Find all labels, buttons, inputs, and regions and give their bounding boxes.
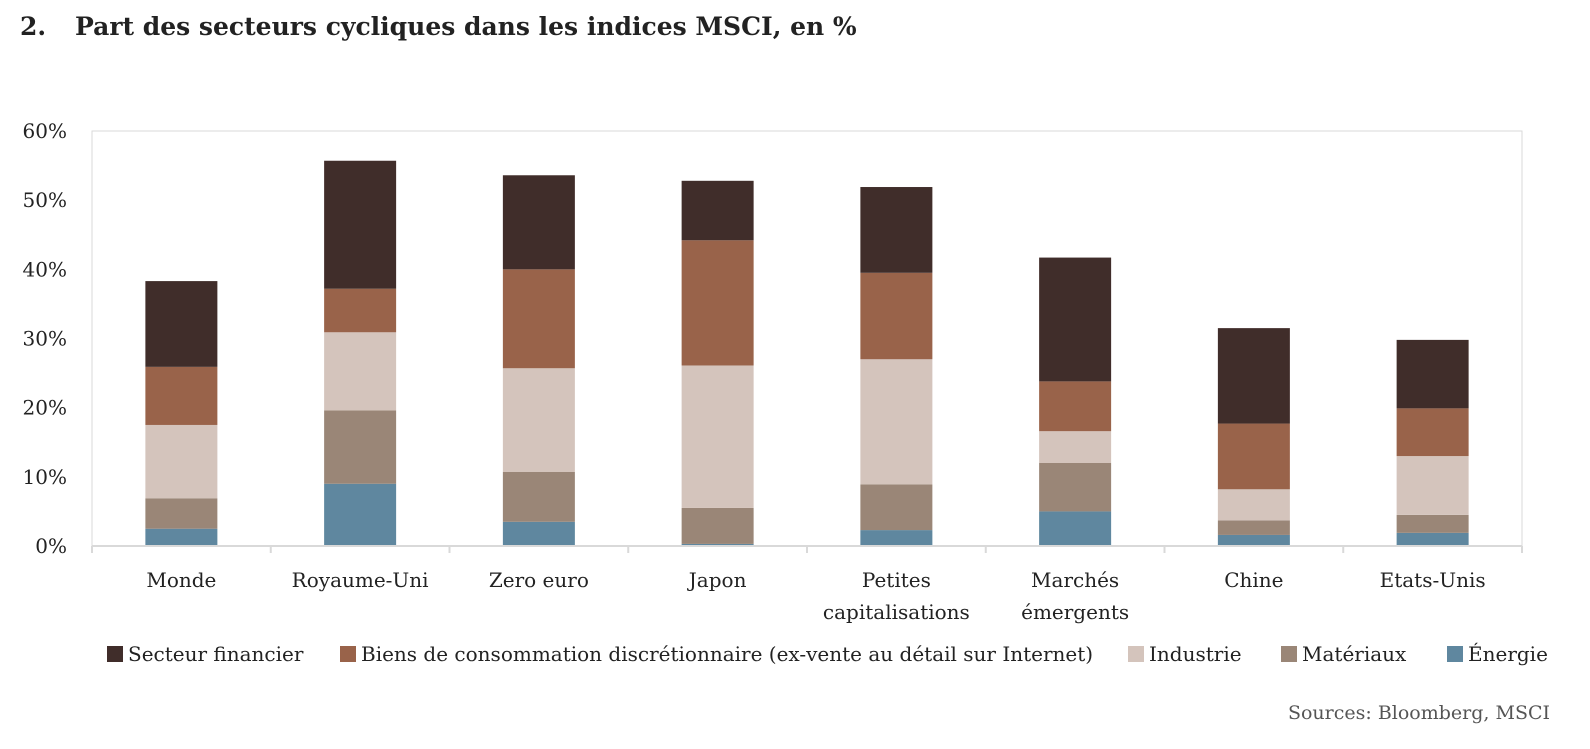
bar-segment-industrie <box>1039 431 1112 463</box>
bar-segment-secteur <box>502 175 575 270</box>
bar-segment-industrie <box>681 365 754 508</box>
legend-label: Biens de consommation discrétionnaire (e… <box>361 642 1093 666</box>
bar-segment-énergie <box>1217 534 1290 546</box>
bar-segment-biens <box>1396 408 1469 457</box>
chart-source: Sources: Bloomberg, MSCI <box>1287 702 1550 724</box>
bar-segment-énergie <box>502 521 575 546</box>
bar-segment-secteur <box>1217 328 1290 424</box>
bar-segment-énergie <box>145 528 218 546</box>
bar-segment-industrie <box>1396 456 1469 515</box>
bar-segment-biens <box>145 366 218 425</box>
y-tick-label: 0% <box>35 534 67 558</box>
y-tick-label: 10% <box>23 465 67 489</box>
x-tick-label: Chine <box>1224 568 1283 592</box>
bar-segment-matériaux <box>1396 514 1469 533</box>
bar-segment-secteur <box>1396 339 1469 409</box>
x-tick-label: Etats-Unis <box>1380 568 1486 592</box>
bar-segment-biens <box>1039 381 1112 432</box>
y-tick-label: 30% <box>23 327 67 351</box>
x-tick-label: Japon <box>687 568 747 592</box>
x-tick-label: Royaume-Uni <box>292 568 429 592</box>
y-tick-label: 40% <box>23 257 67 281</box>
bar-segment-matériaux <box>860 484 933 531</box>
y-tick-label: 60% <box>23 119 67 143</box>
legend-swatch <box>1281 646 1297 662</box>
bar-segment-industrie <box>502 368 575 472</box>
chart-title: Part des secteurs cycliques dans les ind… <box>75 12 857 41</box>
bar-segment-biens <box>324 288 397 333</box>
plot-frame <box>91 130 1523 547</box>
legend-label: Secteur financier <box>128 642 304 666</box>
bar-segment-énergie <box>1396 532 1469 546</box>
bar-segment-biens <box>502 269 575 369</box>
bar-segment-industrie <box>1217 489 1290 521</box>
x-tick-label: Marchés émergents <box>1021 568 1129 624</box>
bar-segment-biens <box>681 240 754 366</box>
bar-segment-matériaux <box>502 471 575 522</box>
bar-segment-énergie <box>1039 511 1112 546</box>
y-tick-label: 20% <box>23 396 67 420</box>
x-tick-label: Monde <box>146 568 216 592</box>
bar-segment-secteur <box>860 187 933 273</box>
bar-segment-matériaux <box>681 507 754 544</box>
legend-swatch <box>1128 646 1144 662</box>
legend-swatch <box>107 646 123 662</box>
bar-segment-matériaux <box>1217 520 1290 535</box>
bar-segment-énergie <box>860 530 933 546</box>
stacked-bar-chart: 0% 10% 20% 30% 40% 50% 60% Monde Royaume-Uni Zero… <box>23 119 1548 666</box>
legend-label: Matériaux <box>1302 642 1407 666</box>
bar-segment-énergie <box>324 483 397 546</box>
bar-segment-secteur <box>1039 257 1112 382</box>
bar-segment-secteur <box>145 281 218 367</box>
bar-segment-matériaux <box>145 498 218 529</box>
bar-segment-matériaux <box>1039 463 1112 512</box>
legend-label: Énergie <box>1468 642 1548 666</box>
x-tick-label: Petites capitalisations <box>823 568 970 624</box>
bar-segment-industrie <box>324 332 397 411</box>
figure-title-row: 2. Part des secteurs cycliques dans les … <box>20 12 857 41</box>
figure-number: 2. <box>20 12 47 41</box>
legend-swatch <box>340 646 356 662</box>
bar-segment-biens <box>860 272 933 360</box>
bar-segment-énergie <box>681 543 754 546</box>
bar-segment-secteur <box>324 160 397 289</box>
legend-swatch <box>1447 646 1463 662</box>
bar-segment-secteur <box>681 180 754 241</box>
bar-segment-matériaux <box>324 410 397 484</box>
bar-segment-biens <box>1217 423 1290 490</box>
bar-segment-industrie <box>860 359 933 485</box>
legend-label: Industrie <box>1149 642 1242 666</box>
x-tick-label: Zero euro <box>489 568 589 592</box>
y-tick-label: 50% <box>23 188 67 212</box>
bar-segment-industrie <box>145 424 218 499</box>
